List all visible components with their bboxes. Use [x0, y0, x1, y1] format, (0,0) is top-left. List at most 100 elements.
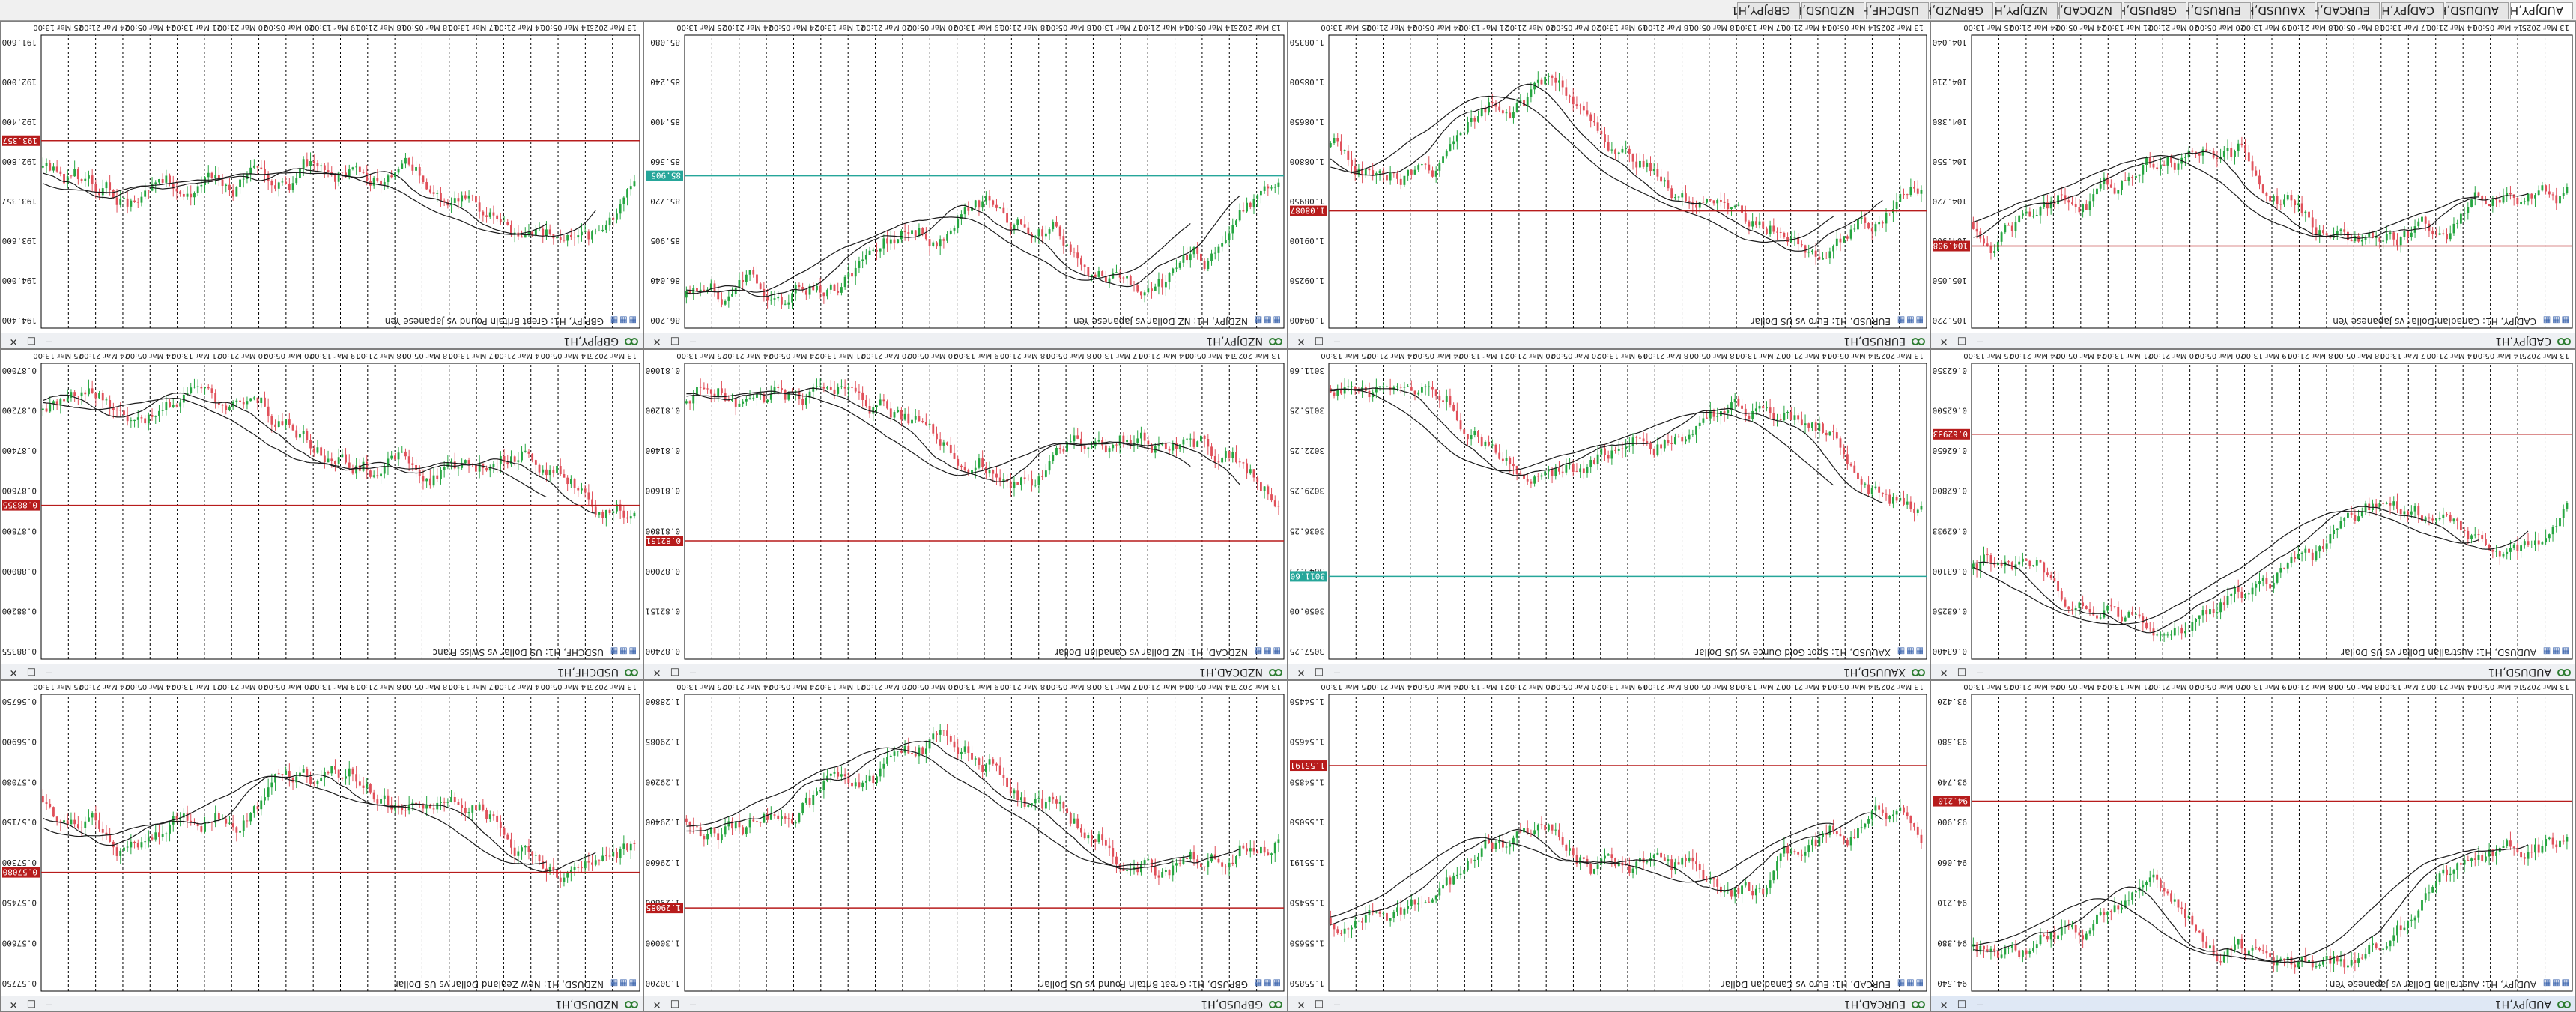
price-chart[interactable]: 1.09400 1.09250 1.09100 1.08950 1.08800 1.086…: [1288, 22, 1930, 333]
chart-tab[interactable]: EURUSD,H1: [2175, 2, 2251, 19]
chart-toolbar-icons[interactable]: ▦▦▦: [2541, 315, 2569, 325]
chart-toolbar-icons[interactable]: ▦▦▦: [1252, 978, 1281, 988]
chart-window[interactable]: AUDUSD,H1 ─ □ ✕ 0.63400 0.63250 0.63100 0.62933…: [1930, 349, 2576, 680]
chart-toolbar-icons[interactable]: ▦▦▦: [1895, 646, 1924, 656]
chart-svg[interactable]: 86.20086.04085.90585.72085.56085.40085.2…: [644, 22, 1287, 333]
maximize-button[interactable]: □: [26, 336, 37, 347]
chart-svg[interactable]: 1.558501.556501.554501.551911.550501.548…: [1288, 681, 1930, 996]
chart-svg[interactable]: 1.094001.092501.091001.089501.088001.086…: [1288, 22, 1930, 333]
chart-tab[interactable]: NZDUSD,H1: [1786, 2, 1864, 19]
close-button[interactable]: ✕: [1297, 999, 1306, 1010]
maximize-button[interactable]: □: [1314, 999, 1324, 1010]
price-chart[interactable]: 0.63400 0.63250 0.63100 0.62933 0.62800 0.626…: [1931, 350, 2575, 664]
close-button[interactable]: ✕: [1297, 336, 1306, 347]
price-chart[interactable]: 105.220 105.050 104.908 104.720 104.550 104.3…: [1931, 22, 2575, 333]
price-chart[interactable]: 86.200 86.040 85.905 85.720 85.560 85.400 85.2…: [644, 22, 1287, 333]
price-chart[interactable]: 0.57750 0.57600 0.57450 0.57300 0.57150 0.570…: [1, 681, 643, 996]
close-button[interactable]: ✕: [1939, 667, 1948, 678]
close-button[interactable]: ✕: [652, 336, 661, 347]
chart-tab[interactable]: GBPUSD,H1: [2110, 2, 2186, 19]
chart-window[interactable]: XAUUSD,H1 ─ □ ✕ 3057.25 3050.00 3043.25 3036.25…: [1288, 349, 1930, 680]
chart-window-titlebar[interactable]: EURCAD,H1 ─ □ ✕: [1288, 995, 1930, 1011]
chart-svg[interactable]: 94.54094.38094.21094.06093.90093.74093.5…: [1931, 681, 2575, 996]
chart-window[interactable]: EURCAD,H1 ─ □ ✕ 1.55850 1.55650 1.55450 1.55191…: [1288, 680, 1930, 1012]
maximize-button[interactable]: □: [670, 999, 680, 1010]
minimize-button[interactable]: ─: [46, 667, 52, 678]
maximize-button[interactable]: □: [670, 336, 680, 347]
chart-window-titlebar[interactable]: AUDJPY,H1 ─ □ ✕: [1931, 995, 2575, 1011]
chart-svg[interactable]: 0.634000.632500.631000.629330.628000.626…: [1931, 350, 2575, 664]
maximize-button[interactable]: □: [1314, 667, 1324, 678]
chart-window[interactable]: GBPUSD,H1 ─ □ ✕ 1.30200 1.30000 1.29800 1.29600…: [643, 680, 1288, 1012]
chart-svg[interactable]: 105.220105.050104.908104.720104.550104.3…: [1931, 22, 2575, 333]
chart-window-titlebar[interactable]: GBPUSD,H1 ─ □ ✕: [644, 995, 1287, 1011]
chart-window[interactable]: NZDUSD,H1 ─ □ ✕ 0.57750 0.57600 0.57450 0.57300…: [0, 680, 643, 1012]
chart-window-titlebar[interactable]: GBPJPY,H1 ─ □ ✕: [1, 332, 643, 348]
maximize-button[interactable]: □: [670, 667, 680, 678]
chart-tab[interactable]: GBPNZD,H1: [1916, 2, 1993, 19]
chart-toolbar-icons[interactable]: ▦▦▦: [1895, 978, 1924, 988]
chart-toolbar-icons[interactable]: ▦▦▦: [1252, 646, 1281, 656]
chart-tab[interactable]: EURCAD,H1: [2304, 2, 2380, 19]
chart-window-titlebar[interactable]: NZDCAD,H1 ─ □ ✕: [644, 663, 1287, 679]
chart-toolbar-icons[interactable]: ▦▦▦: [608, 646, 637, 656]
chart-svg[interactable]: 1.302001.300001.298001.296001.294001.292…: [644, 681, 1287, 996]
maximize-button[interactable]: □: [26, 999, 37, 1010]
price-chart[interactable]: 194.400 194.000 193.600 193.357 192.800 192.4…: [1, 22, 643, 333]
price-chart[interactable]: 94.540 94.380 94.210 94.060 93.900 93.740 93.5…: [1931, 681, 2575, 996]
chart-window-titlebar[interactable]: XAUUSD,H1 ─ □ ✕: [1288, 663, 1930, 679]
chart-svg[interactable]: 0.577500.576000.574500.573000.571500.570…: [1, 681, 643, 996]
minimize-button[interactable]: ─: [46, 999, 52, 1010]
chart-window[interactable]: AUDJPY,H1 ─ □ ✕ 94.540 94.380 94.210 94.060 93.9…: [1930, 680, 2576, 1012]
chart-window[interactable]: NZDCAD,H1 ─ □ ✕ 0.82400 0.82151 0.82000 0.81800…: [643, 349, 1288, 680]
close-button[interactable]: ✕: [1939, 999, 1948, 1010]
price-chart[interactable]: 3057.25 3050.00 3043.25 3036.25 3029.25 3022.…: [1288, 350, 1930, 664]
maximize-button[interactable]: □: [26, 667, 37, 678]
price-chart[interactable]: 0.88355 0.88200 0.88000 0.87800 0.87600 0.874…: [1, 350, 643, 664]
chart-tab[interactable]: GBPJPY,H1: [1731, 2, 1800, 19]
chart-tab[interactable]: USDCHF,H1: [1853, 2, 1929, 19]
chart-window[interactable]: USDCHF,H1 ─ □ ✕ 0.88355 0.88200 0.88000 0.87800…: [0, 349, 643, 680]
chart-window-titlebar[interactable]: CADJPY,H1 ─ □ ✕: [1931, 332, 2575, 348]
close-button[interactable]: ✕: [652, 999, 661, 1010]
chart-toolbar-icons[interactable]: ▦▦▦: [2541, 646, 2569, 656]
minimize-button[interactable]: ─: [46, 336, 52, 347]
minimize-button[interactable]: ─: [1334, 999, 1340, 1010]
chart-window-titlebar[interactable]: EURUSD,H1 ─ □ ✕: [1288, 332, 1930, 348]
chart-svg[interactable]: 0.824000.821510.820000.818000.816000.814…: [644, 350, 1287, 664]
minimize-button[interactable]: ─: [690, 336, 696, 347]
minimize-button[interactable]: ─: [690, 667, 696, 678]
maximize-button[interactable]: □: [1957, 336, 1967, 347]
chart-window[interactable]: CADJPY,H1 ─ □ ✕ 105.220 105.050 104.908 104.720…: [1930, 21, 2576, 349]
chart-window-titlebar[interactable]: AUDUSD,H1 ─ □ ✕: [1931, 663, 2575, 679]
price-chart[interactable]: 0.82400 0.82151 0.82000 0.81800 0.81600 0.814…: [644, 350, 1287, 664]
chart-tab[interactable]: NZDJPY,H1: [1987, 2, 2058, 19]
maximize-button[interactable]: □: [1314, 336, 1324, 347]
chart-window-titlebar[interactable]: NZDUSD,H1 ─ □ ✕: [1, 995, 643, 1011]
chart-window[interactable]: GBPJPY,H1 ─ □ ✕ 194.400 194.000 193.600 193.357…: [0, 21, 643, 349]
chart-svg[interactable]: 3057.253050.003043.253036.253029.253022.…: [1288, 350, 1930, 664]
minimize-button[interactable]: ─: [1977, 999, 1983, 1010]
chart-window-titlebar[interactable]: USDCHF,H1 ─ □ ✕: [1, 663, 643, 679]
minimize-button[interactable]: ─: [1977, 336, 1983, 347]
close-button[interactable]: ✕: [9, 336, 18, 347]
chart-toolbar-icons[interactable]: ▦▦▦: [2541, 978, 2569, 988]
close-button[interactable]: ✕: [9, 667, 18, 678]
chart-tab[interactable]: CADJPY,H1: [2375, 2, 2444, 19]
maximize-button[interactable]: □: [1957, 667, 1967, 678]
chart-tab[interactable]: AUDJPY,H1: [2503, 2, 2573, 19]
chart-toolbar-icons[interactable]: ▦▦▦: [608, 315, 637, 325]
chart-window-titlebar[interactable]: NZDJPY,H1 ─ □ ✕: [644, 332, 1287, 348]
minimize-button[interactable]: ─: [690, 999, 696, 1010]
chart-tab[interactable]: AUDUSD,H1: [2431, 2, 2509, 19]
maximize-button[interactable]: □: [1957, 999, 1967, 1010]
price-chart[interactable]: 1.55850 1.55650 1.55450 1.55191 1.55050 1.548…: [1288, 681, 1930, 996]
price-chart[interactable]: 1.30200 1.30000 1.29800 1.29600 1.29400 1.292…: [644, 681, 1287, 996]
close-button[interactable]: ✕: [1939, 336, 1948, 347]
chart-window[interactable]: EURUSD,H1 ─ □ ✕ 1.09400 1.09250 1.09100 1.08950…: [1288, 21, 1930, 349]
chart-toolbar-icons[interactable]: ▦▦▦: [1252, 315, 1281, 325]
close-button[interactable]: ✕: [1297, 667, 1306, 678]
close-button[interactable]: ✕: [652, 667, 661, 678]
chart-tab[interactable]: XAUUSD,H1: [2239, 2, 2315, 19]
chart-toolbar-icons[interactable]: ▦▦▦: [1895, 315, 1924, 325]
